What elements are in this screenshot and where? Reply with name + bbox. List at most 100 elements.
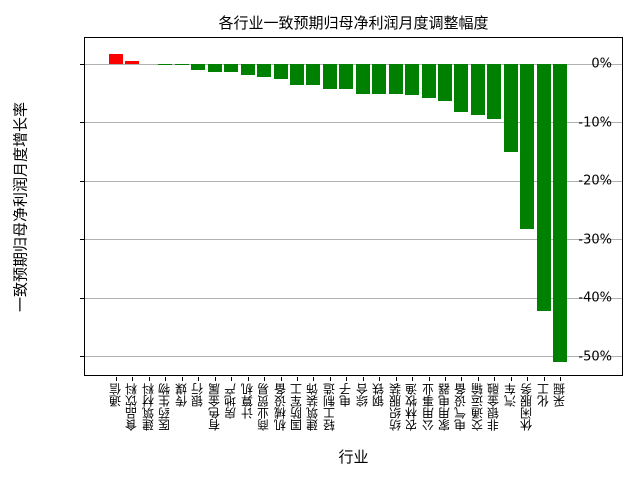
- x-tick: [296, 377, 298, 381]
- bar: [158, 64, 173, 66]
- bar: [322, 64, 337, 90]
- x-tick-label: 公用事业: [421, 383, 436, 431]
- x-tick-label: 医药生物: [157, 383, 172, 431]
- bar: [174, 64, 189, 66]
- y-tick: [80, 122, 84, 124]
- x-tick-label: 电气设备: [453, 383, 468, 431]
- x-tick: [148, 377, 150, 381]
- bar: [470, 64, 485, 116]
- plot-area: 0% -10% -20% -30% -40% -50% 通信 食品饮料 建筑材料 医药生物 传媒 银行…: [80, 37, 623, 431]
- x-tick-label: 汽车: [503, 383, 518, 407]
- x-tick: [181, 377, 183, 381]
- bar: [438, 64, 452, 102]
- x-tick-label: 纺织服装: [388, 383, 403, 431]
- x-tick: [395, 377, 397, 381]
- bar: [240, 64, 255, 76]
- x-axis-label: 行业: [338, 448, 369, 466]
- x-tick-label: 银行: [190, 383, 205, 407]
- x-tick-label: 采掘: [552, 383, 567, 407]
- bar: [355, 64, 370, 94]
- x-tick: [412, 377, 414, 381]
- x-tick: [379, 377, 381, 381]
- x-tick: [165, 377, 167, 381]
- x-tick: [527, 377, 529, 381]
- gridline: [85, 63, 622, 65]
- x-tick: [264, 377, 266, 381]
- x-tick: [543, 377, 545, 381]
- x-tick-label: 建筑材料: [141, 383, 156, 431]
- x-tick: [198, 377, 200, 381]
- x-tick-label: 机械设备: [273, 383, 287, 431]
- y-tick: [80, 180, 84, 182]
- gridline: [85, 297, 622, 299]
- bar: [273, 64, 288, 79]
- x-tick-label: 房地产: [223, 383, 238, 419]
- x-tick-label: 家用电器: [437, 383, 452, 431]
- x-tick: [494, 377, 496, 381]
- chart-title: 各行业一致预期归母净利润月度调整幅度: [218, 14, 489, 32]
- x-tick-label: 交通运输: [470, 383, 485, 431]
- bar: [536, 64, 551, 311]
- x-tick-label: 综合: [355, 383, 370, 407]
- x-tick-label: 传媒: [174, 383, 189, 407]
- bar: [503, 64, 518, 152]
- y-tick: [80, 239, 84, 241]
- x-tick: [560, 377, 562, 381]
- x-tick: [461, 377, 463, 381]
- bar: [207, 64, 222, 72]
- x-tick: [280, 377, 282, 381]
- y-tick-label: -20%: [578, 173, 612, 189]
- x-tick-label: 化工: [536, 383, 551, 407]
- y-tick: [80, 297, 84, 299]
- x-tick-label: 通信: [108, 383, 123, 407]
- bar: [405, 64, 420, 96]
- x-tick-label: 农林牧渔: [404, 383, 419, 431]
- x-tick-label: 有色金属: [207, 383, 222, 431]
- bar: [421, 64, 436, 99]
- gridline: [85, 356, 622, 358]
- y-axis-label: 一致预期归母净利润月度增长率: [11, 101, 30, 313]
- bar: [224, 64, 239, 72]
- x-tick: [445, 377, 446, 381]
- y-tick-label: -30%: [578, 232, 612, 248]
- y-tick-label: -40%: [578, 290, 612, 306]
- x-tick-label: 建筑装饰: [305, 383, 320, 431]
- bar: [372, 64, 387, 94]
- y-tick: [80, 63, 84, 65]
- y-tick-label: -50%: [578, 349, 612, 365]
- x-tick: [477, 377, 479, 381]
- x-tick: [116, 377, 117, 381]
- x-tick-label: 国防军工: [289, 383, 304, 431]
- y-tick-label: 0%: [591, 56, 612, 72]
- x-tick: [362, 377, 364, 381]
- bar: [191, 64, 206, 71]
- x-tick-label: 钢铁: [371, 383, 386, 407]
- x-tick-label: 休闲服务: [519, 383, 534, 431]
- x-tick: [346, 377, 348, 381]
- x-tick: [428, 377, 430, 381]
- x-tick: [329, 377, 331, 381]
- bar: [339, 64, 354, 90]
- gridline: [85, 239, 622, 241]
- bar: [520, 64, 535, 230]
- x-tick-label: 计算机: [240, 383, 255, 419]
- x-tick-label: 商业贸易: [256, 383, 271, 431]
- bar: [257, 64, 272, 77]
- x-tick-label: 电子: [338, 383, 353, 407]
- bar: [553, 64, 568, 362]
- gridline: [85, 122, 622, 124]
- y-tick-label: -10%: [578, 115, 612, 131]
- x-tick: [231, 377, 233, 381]
- bar: [125, 61, 140, 65]
- x-tick: [247, 377, 249, 381]
- bar: [289, 64, 304, 86]
- x-tick-label: 食品饮料: [124, 383, 139, 431]
- x-tick-label: 轻工制造: [322, 383, 337, 431]
- bar: [487, 64, 502, 120]
- x-tick: [132, 377, 134, 381]
- bar: [454, 64, 469, 113]
- y-tick: [80, 356, 84, 358]
- bar: [306, 64, 321, 86]
- bar: [109, 53, 123, 65]
- x-tick: [214, 377, 216, 381]
